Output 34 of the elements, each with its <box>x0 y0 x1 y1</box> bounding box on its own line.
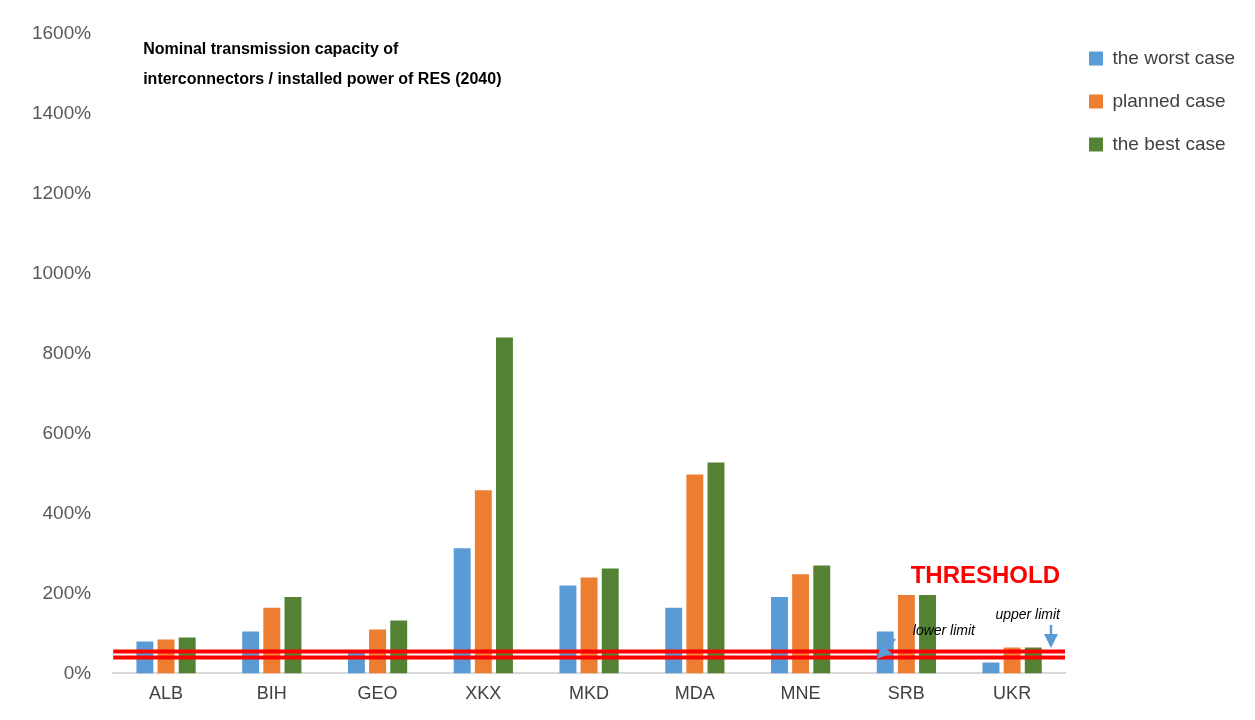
bar <box>580 577 598 674</box>
bar <box>453 548 471 674</box>
bar <box>496 337 513 674</box>
ref-line-label: upper limit <box>995 606 1062 623</box>
y-tick-label: 1200% <box>31 181 92 203</box>
x-tick-label: XKX <box>465 683 502 704</box>
x-tick-label: UKR <box>993 683 1032 704</box>
y-tick-label: 400% <box>42 501 92 523</box>
y-tick-label: 600% <box>42 421 92 443</box>
annotation: THRESHOLD <box>910 561 1060 589</box>
bar <box>813 565 831 674</box>
x-tick-label: GEO <box>357 683 398 704</box>
y-tick-label: 1600% <box>31 21 92 43</box>
bar <box>474 490 492 674</box>
text: Nominal transmission capacity of interconnectors / installed power of RES (2040) <box>143 39 502 87</box>
bar <box>707 462 725 674</box>
bar <box>686 474 704 674</box>
x-tick-label: ALB <box>149 683 184 704</box>
y-tick-label: 1400% <box>31 101 92 123</box>
x-tick-label: MDA <box>674 683 715 704</box>
x-tick-label: BIH <box>256 683 287 704</box>
bar <box>792 574 810 674</box>
y-tick-label: 800% <box>42 341 92 363</box>
x-tick-label: MKD <box>569 683 610 704</box>
legend-label: the best case <box>1112 132 1226 154</box>
y-tick-label: 200% <box>42 581 92 603</box>
x-tick-label: MNE <box>780 683 821 704</box>
bar <box>559 585 577 674</box>
legend-label: the worst case <box>1112 46 1235 68</box>
y-tick-label: 0% <box>63 661 92 683</box>
x-tick-label: SRB <box>887 683 925 704</box>
bar <box>601 568 619 674</box>
y-tick-label: 1000% <box>31 261 92 283</box>
legend-label: planned case <box>1112 89 1226 111</box>
